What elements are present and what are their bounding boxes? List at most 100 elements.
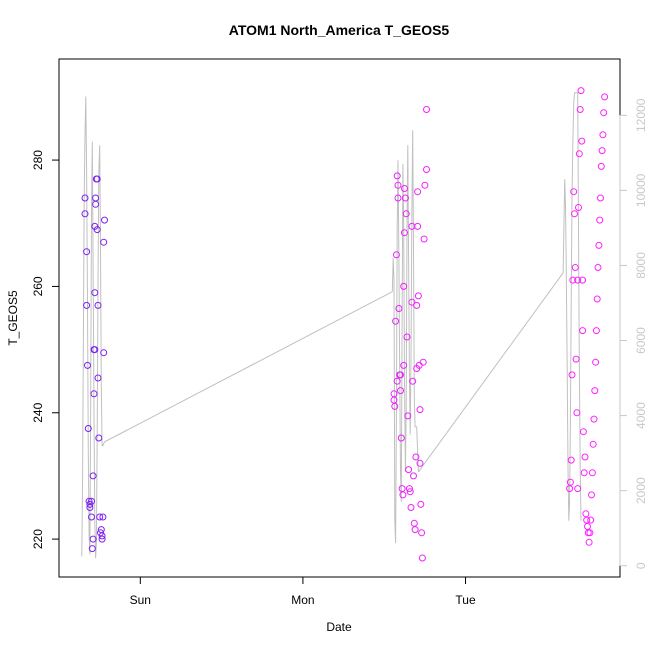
data-point <box>600 109 608 117</box>
data-point <box>411 526 419 534</box>
data-point <box>572 355 580 363</box>
data-point <box>590 415 598 423</box>
data-point <box>397 371 404 379</box>
data-point <box>571 210 578 218</box>
data-point <box>91 289 99 297</box>
data-point <box>416 406 424 414</box>
data-point <box>597 162 605 170</box>
data-point <box>599 131 607 139</box>
data-point <box>393 377 401 385</box>
data-point <box>595 241 603 249</box>
data-point <box>421 181 429 189</box>
data-point <box>404 412 412 420</box>
x-axis: Sun Mon Tue <box>130 576 476 607</box>
data-point <box>394 181 402 189</box>
data-point <box>81 210 89 218</box>
data-point <box>89 472 97 480</box>
data-point <box>96 513 104 521</box>
data-point <box>399 491 407 499</box>
data-point <box>417 500 425 508</box>
data-point <box>88 497 95 505</box>
data-point <box>416 459 424 467</box>
data-point <box>577 87 585 95</box>
data-point <box>401 185 408 192</box>
data-point <box>88 545 96 553</box>
y2-tick-label: 6000 <box>634 327 648 354</box>
data-point <box>578 137 586 145</box>
data-point <box>94 374 102 382</box>
data-point <box>588 469 596 477</box>
data-point <box>407 504 415 511</box>
data-point <box>585 538 593 546</box>
x-axis-label: Date <box>326 620 352 634</box>
data-point <box>420 235 428 243</box>
data-point <box>99 513 107 521</box>
data-point <box>589 440 597 448</box>
data-point <box>400 282 408 290</box>
data-point <box>418 529 426 537</box>
altitude-connector <box>104 291 393 443</box>
chart-title: ATOM1 North_America T_GEOS5 <box>229 22 450 38</box>
data-point <box>591 387 599 395</box>
data-point <box>402 210 410 218</box>
data-point <box>394 194 402 202</box>
data-point <box>596 216 604 224</box>
y2-tick-label: 12000 <box>634 98 648 132</box>
data-point <box>410 472 417 480</box>
data-point <box>575 204 582 211</box>
data-point <box>576 106 584 113</box>
data-point <box>397 434 405 442</box>
data-point <box>574 485 582 493</box>
data-point <box>100 238 108 246</box>
data-point <box>586 529 594 537</box>
y-tick-label: 240 <box>31 402 45 422</box>
data-point <box>418 554 426 562</box>
data-point <box>94 301 102 309</box>
data-point <box>406 488 414 496</box>
data-point <box>580 469 588 477</box>
data-point <box>401 229 408 237</box>
data-point <box>100 349 108 357</box>
data-point <box>597 194 604 202</box>
data-point <box>581 453 589 461</box>
data-point <box>83 301 91 309</box>
data-point <box>409 377 417 385</box>
data-point <box>397 387 404 395</box>
data-point <box>579 276 587 284</box>
data-point <box>593 295 601 303</box>
x-tick-label: Mon <box>291 593 314 607</box>
data-point <box>392 251 400 259</box>
data-point <box>393 172 401 180</box>
data-point <box>414 292 422 300</box>
data-point <box>423 106 430 113</box>
y2-tick-label: 2000 <box>634 477 648 504</box>
temperature-series <box>81 87 609 562</box>
data-point <box>400 361 408 369</box>
data-point <box>588 491 595 499</box>
data-point <box>566 478 574 486</box>
data-point <box>408 298 416 306</box>
data-point <box>392 317 400 325</box>
data-point <box>101 216 108 224</box>
altitude-connector <box>417 272 564 473</box>
data-point <box>592 358 600 366</box>
data-point <box>84 361 91 369</box>
data-point <box>98 535 106 543</box>
data-point <box>568 371 576 379</box>
data-point <box>413 301 421 309</box>
data-point <box>601 93 609 101</box>
y2-tick-label: 8000 <box>634 252 648 279</box>
data-point <box>403 333 411 341</box>
data-point <box>84 425 92 432</box>
data-point <box>567 456 575 464</box>
altitude-line-burst <box>562 92 582 521</box>
data-point <box>573 409 581 417</box>
data-point <box>405 485 413 493</box>
data-point <box>83 248 91 256</box>
data-point <box>93 175 101 183</box>
y-tick-label: 280 <box>31 150 45 170</box>
data-point <box>570 188 578 196</box>
data-point <box>587 516 595 524</box>
y-axis-label: T_GEOS5 <box>6 290 20 346</box>
